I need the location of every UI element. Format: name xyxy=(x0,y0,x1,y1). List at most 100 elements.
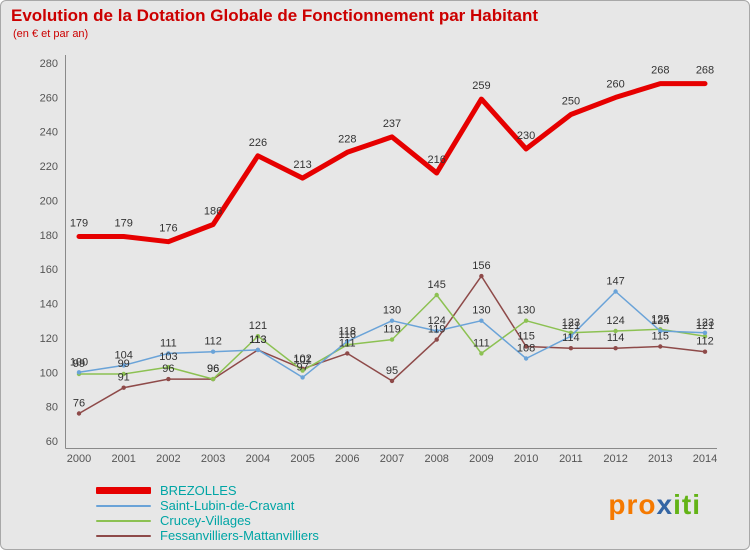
svg-text:2003: 2003 xyxy=(201,453,225,465)
svg-text:130: 130 xyxy=(383,305,401,317)
svg-text:95: 95 xyxy=(386,365,398,377)
svg-text:102: 102 xyxy=(293,353,311,365)
svg-text:115: 115 xyxy=(517,331,535,343)
svg-text:268: 268 xyxy=(696,65,714,77)
svg-text:2011: 2011 xyxy=(559,453,583,465)
svg-text:260: 260 xyxy=(606,78,624,90)
svg-text:97: 97 xyxy=(296,361,308,373)
svg-text:140: 140 xyxy=(40,299,58,311)
svg-text:112: 112 xyxy=(204,336,222,348)
svg-text:160: 160 xyxy=(40,264,58,276)
svg-text:280: 280 xyxy=(40,58,58,70)
svg-text:118: 118 xyxy=(339,325,357,337)
svg-text:114: 114 xyxy=(607,332,625,344)
svg-text:100: 100 xyxy=(70,356,88,368)
svg-text:111: 111 xyxy=(160,337,177,349)
brand-logo: proxiti xyxy=(608,489,701,521)
svg-text:113: 113 xyxy=(249,334,267,346)
svg-text:259: 259 xyxy=(472,80,490,92)
svg-text:2001: 2001 xyxy=(111,453,135,465)
svg-text:2006: 2006 xyxy=(335,453,359,465)
svg-text:2007: 2007 xyxy=(380,453,404,465)
logo-letter: iti xyxy=(673,489,701,520)
svg-text:250: 250 xyxy=(562,96,580,108)
svg-text:200: 200 xyxy=(40,196,58,208)
svg-text:121: 121 xyxy=(249,320,267,332)
svg-text:147: 147 xyxy=(606,276,624,288)
legend-label: BREZOLLES xyxy=(160,483,237,498)
svg-text:115: 115 xyxy=(652,331,670,343)
svg-text:2014: 2014 xyxy=(693,453,717,465)
svg-text:108: 108 xyxy=(517,343,535,355)
svg-text:125: 125 xyxy=(651,313,669,325)
svg-text:124: 124 xyxy=(651,315,669,327)
svg-text:111: 111 xyxy=(473,337,490,349)
svg-text:2004: 2004 xyxy=(246,453,270,465)
svg-text:96: 96 xyxy=(207,363,219,375)
svg-text:2009: 2009 xyxy=(469,453,493,465)
legend-item: BREZOLLES xyxy=(96,483,319,498)
svg-text:2010: 2010 xyxy=(514,453,538,465)
svg-text:156: 156 xyxy=(472,260,490,272)
legend-swatch-brezolles xyxy=(96,487,151,494)
svg-text:240: 240 xyxy=(40,127,58,139)
svg-text:180: 180 xyxy=(40,230,58,242)
legend: BREZOLLES Saint-Lubin-de-Cravant Crucey-Vi… xyxy=(96,483,319,543)
svg-text:228: 228 xyxy=(338,133,356,145)
svg-text:2000: 2000 xyxy=(67,453,91,465)
svg-text:226: 226 xyxy=(249,137,267,149)
svg-text:113: 113 xyxy=(249,334,267,346)
svg-text:120: 120 xyxy=(40,333,58,345)
legend-swatch-saint-lubin-de-cravant xyxy=(96,504,151,507)
legend-label: Saint-Lubin-de-Cravant xyxy=(160,498,295,513)
legend-swatch-crucey-villages xyxy=(96,519,151,522)
svg-text:91: 91 xyxy=(118,372,130,384)
svg-text:96: 96 xyxy=(162,363,174,375)
svg-text:112: 112 xyxy=(696,336,714,348)
svg-text:123: 123 xyxy=(696,317,714,329)
svg-text:2012: 2012 xyxy=(603,453,627,465)
svg-text:186: 186 xyxy=(204,206,222,218)
svg-text:213: 213 xyxy=(293,159,311,171)
legend-swatch-fessanvilliers-mattanvilliers xyxy=(96,534,151,537)
svg-text:114: 114 xyxy=(562,332,580,344)
svg-text:99: 99 xyxy=(73,358,85,370)
legend-item: Fessanvilliers-Mattanvilliers xyxy=(96,528,319,543)
svg-text:100: 100 xyxy=(40,367,58,379)
legend-label: Crucey-Villages xyxy=(160,513,251,528)
svg-text:111: 111 xyxy=(339,337,356,349)
svg-text:116: 116 xyxy=(339,329,357,341)
svg-text:119: 119 xyxy=(383,324,401,336)
svg-text:96: 96 xyxy=(207,363,219,375)
svg-text:130: 130 xyxy=(517,305,535,317)
svg-text:124: 124 xyxy=(428,315,446,327)
svg-text:2002: 2002 xyxy=(156,453,180,465)
svg-text:123: 123 xyxy=(562,317,580,329)
svg-text:130: 130 xyxy=(472,305,490,317)
svg-text:216: 216 xyxy=(428,154,446,166)
svg-text:268: 268 xyxy=(651,65,669,77)
svg-text:60: 60 xyxy=(46,436,58,448)
svg-text:119: 119 xyxy=(428,324,446,336)
svg-text:230: 230 xyxy=(517,130,535,142)
svg-text:2013: 2013 xyxy=(648,453,672,465)
svg-text:99: 99 xyxy=(118,358,130,370)
chart-subtitle: (en € et par an) xyxy=(13,28,89,40)
legend-item: Crucey-Villages xyxy=(96,513,319,528)
svg-text:2005: 2005 xyxy=(290,453,314,465)
svg-text:220: 220 xyxy=(40,161,58,173)
svg-text:179: 179 xyxy=(115,218,133,230)
svg-text:2008: 2008 xyxy=(424,453,448,465)
svg-text:101: 101 xyxy=(293,355,311,367)
svg-text:80: 80 xyxy=(46,402,58,414)
logo-letter: pro xyxy=(608,489,657,520)
legend-label: Fessanvilliers-Mattanvilliers xyxy=(160,528,319,543)
logo-letter: x xyxy=(656,489,674,520)
svg-text:260: 260 xyxy=(40,92,58,104)
svg-text:76: 76 xyxy=(73,398,85,410)
svg-text:103: 103 xyxy=(159,351,177,363)
chart-title: Evolution de la Dotation Globale de Fonc… xyxy=(11,6,539,25)
svg-text:124: 124 xyxy=(606,315,624,327)
